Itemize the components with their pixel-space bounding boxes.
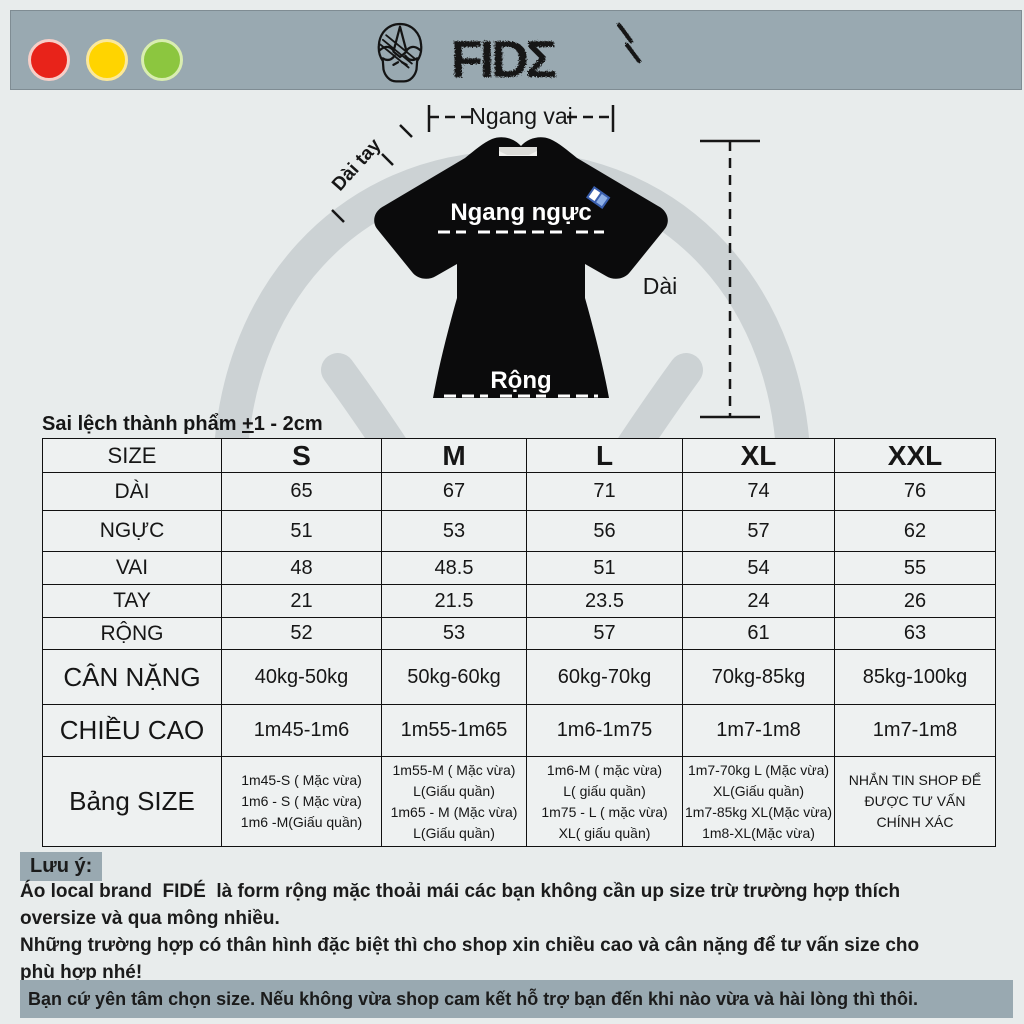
svg-text:Ngang vai: Ngang vai [469, 103, 573, 129]
svg-text:Ngang ngực: Ngang ngực [450, 199, 591, 226]
svg-text:Rộng: Rộng [490, 367, 551, 394]
svg-text:Dài tay: Dài tay [328, 135, 386, 196]
svg-text:Dài: Dài [643, 273, 678, 299]
